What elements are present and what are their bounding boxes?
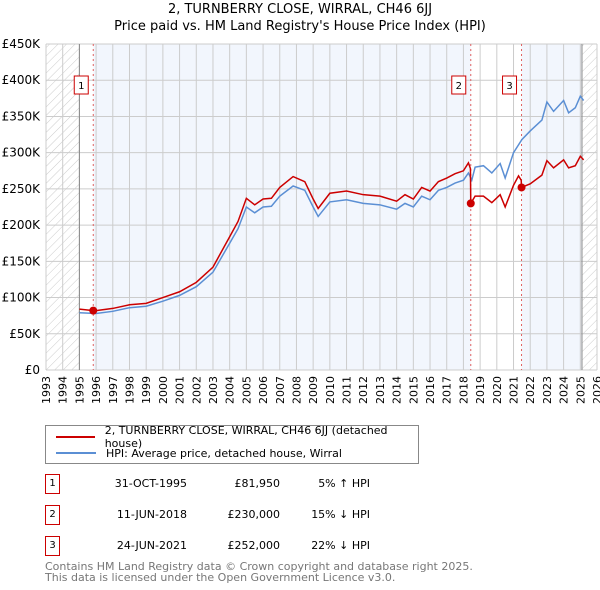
y-tick-label: £0: [25, 363, 40, 377]
legend-item-property: 2, TURNBERRY CLOSE, WIRRAL, CH46 6JJ (de…: [56, 424, 418, 450]
legend-label: 2, TURNBERRY CLOSE, WIRRAL, CH46 6JJ (de…: [104, 424, 388, 450]
sale-price: £81,950: [234, 477, 281, 490]
sale-row: 2 11-JUN-2018 £230,000 15% ↓ HPI: [45, 505, 445, 525]
sale-price: £252,000: [227, 539, 281, 552]
y-tick-label: £150K: [2, 254, 42, 268]
x-tick-label: 2010: [324, 376, 337, 404]
sale-point: [517, 183, 526, 192]
sale-badge: 1: [45, 474, 60, 494]
x-tick-label: 2004: [224, 376, 237, 404]
x-tick-label: 2015: [407, 376, 420, 404]
x-tick-label: 2011: [341, 376, 354, 404]
sale-hpi-diff: 22% ↓ HPI: [311, 539, 370, 552]
sale-date: 24-JUN-2021: [116, 539, 187, 552]
sale-date: 31-OCT-1995: [114, 477, 187, 490]
x-tick-label: 2002: [190, 376, 203, 404]
x-tick-label: 1999: [140, 376, 153, 404]
legend-label: HPI: Average price, detached house, Wirr…: [106, 446, 342, 460]
y-tick-label: £200K: [2, 218, 42, 232]
y-tick-label: £350K: [2, 109, 42, 123]
x-tick-label: 2014: [391, 376, 404, 404]
x-tick-label: 1993: [40, 376, 53, 404]
x-tick-label: 2020: [491, 376, 504, 404]
sale-badge: 2: [45, 505, 60, 525]
sale-price: £230,000: [227, 508, 281, 521]
x-tick-label: 2005: [240, 376, 253, 404]
y-tick-label: £250K: [2, 182, 42, 196]
sale-row: 1 31-OCT-1995 £81,950 5% ↑ HPI: [45, 474, 445, 494]
footer-licence: This data is licensed under the Open Gov…: [45, 571, 396, 584]
x-tick-label: 2024: [558, 376, 571, 404]
y-tick-label: £400K: [2, 73, 42, 87]
sale-row: 3 24-JUN-2021 £252,000 22% ↓ HPI: [45, 536, 445, 556]
legend: 2, TURNBERRY CLOSE, WIRRAL, CH46 6JJ (de…: [45, 424, 419, 464]
sale-hpi-diff: 15% ↓ HPI: [311, 508, 370, 521]
price-chart: 1993 1994 1995 1996 1997 1998 1999 2000 2001 2002…: [2, 37, 600, 404]
sale-label-box: [502, 75, 518, 95]
x-tick-label: 2025: [574, 376, 587, 404]
y-tick-label: £300K: [2, 146, 42, 160]
x-tick-label: 2006: [257, 376, 270, 404]
ownership-shade: [521, 44, 582, 370]
sale-label-box: [451, 75, 467, 95]
sale-badge: 3: [45, 536, 60, 556]
sale-label: 3: [506, 81, 512, 92]
y-tick-label: £100K: [2, 291, 42, 305]
x-tick-label: 1995: [73, 376, 86, 404]
x-tick-label: 2016: [424, 376, 437, 404]
sale-label: 2: [456, 81, 462, 92]
x-tick-label: 2003: [207, 376, 220, 404]
x-tick-label: 1994: [57, 376, 70, 404]
sale-label: 1: [78, 81, 84, 92]
x-tick-label: 2021: [508, 376, 521, 404]
legend-item-hpi: HPI: Average price, detached house, Wirr…: [56, 446, 342, 460]
footer-copyright: Contains HM Land Registry data © Crown c…: [45, 560, 473, 573]
sale-date: 11-JUN-2018: [116, 508, 187, 521]
x-tick-label: 1996: [90, 376, 103, 404]
hatch-region-after: [581, 44, 597, 370]
x-tick-label: 1998: [123, 376, 136, 404]
x-tick-label: 2013: [374, 376, 387, 404]
x-tick-label: 2022: [524, 376, 537, 404]
x-tick-label: 2019: [474, 376, 487, 404]
chart-subtitle: Price paid vs. HM Land Registry's House …: [114, 19, 486, 34]
x-tick-label: 2007: [274, 376, 287, 404]
x-tick-label: 2009: [307, 376, 320, 404]
y-tick-label: £50K: [9, 327, 41, 341]
series-line: [79, 94, 585, 315]
chart-title: 2, TURNBERRY CLOSE, WIRRAL, CH46 6JJ: [167, 2, 433, 17]
y-tick-label: £450K: [2, 37, 42, 51]
x-tick-label: 2000: [157, 376, 170, 404]
sale-point: [466, 199, 475, 208]
sale-label-box: [73, 75, 89, 95]
x-tick-label: 2017: [441, 376, 454, 404]
x-tick-label: 2012: [357, 376, 370, 404]
ownership-shade: [93, 44, 471, 370]
x-tick-label: 2023: [541, 376, 554, 404]
sale-point: [89, 306, 98, 315]
sale-hpi-diff: 5% ↑ HPI: [318, 477, 370, 490]
x-tick-label: 2001: [174, 376, 187, 404]
x-tick-label: 2008: [290, 376, 303, 404]
x-tick-label: 2018: [457, 376, 470, 404]
x-tick-label: 1997: [107, 376, 120, 404]
x-tick-label: 2026: [591, 376, 600, 404]
